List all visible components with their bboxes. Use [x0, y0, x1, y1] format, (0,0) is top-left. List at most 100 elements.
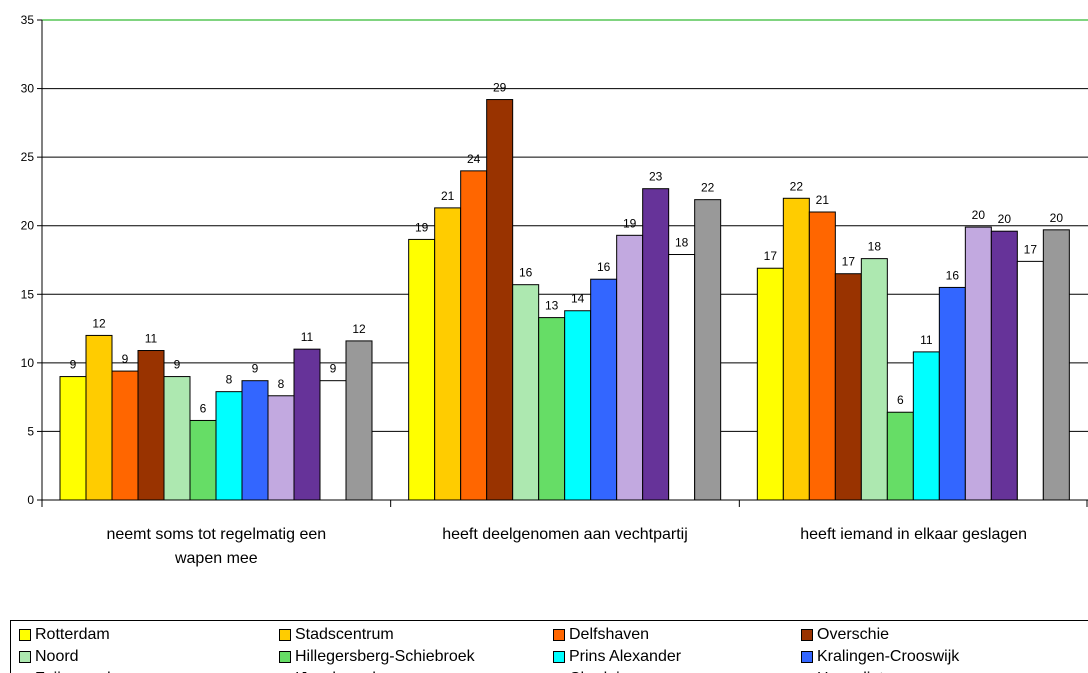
- bar: [1042, 229, 1070, 501]
- bar: [756, 267, 784, 501]
- legend-label: Feijenoord: [35, 670, 111, 673]
- data-label: 17: [1024, 242, 1038, 256]
- bar: [111, 370, 139, 501]
- data-label: 19: [623, 216, 637, 230]
- data-label: 21: [816, 193, 830, 207]
- category-label: heeft iemand in elkaar geslagen: [800, 526, 1027, 543]
- data-label: 17: [842, 255, 856, 269]
- axes: [37, 19, 1088, 507]
- data-label: 16: [946, 268, 960, 282]
- legend-item: Rotterdam: [19, 625, 110, 645]
- data-label: 12: [352, 322, 366, 336]
- y-tick-labels: 0 5 10 15 20 25 30 35: [21, 13, 35, 507]
- bar: [215, 391, 243, 501]
- data-label: 13: [545, 299, 559, 313]
- legend-label: Rotterdam: [35, 626, 110, 643]
- legend-label: Overschie: [817, 626, 890, 643]
- bar: [137, 350, 165, 501]
- legend-label: Stadscentrum: [295, 626, 394, 643]
- legend-item: Prins Alexander: [553, 647, 681, 667]
- legend-label: Kralingen-Crooswijk: [817, 648, 960, 665]
- bar-chart: 9 19 17 12 21 22 9 24 21 11 29 17 9 16 18 6 13 6 8 14 11 9 16 1…: [21, 13, 1088, 567]
- bar: [434, 207, 462, 501]
- data-label: 29: [493, 81, 507, 95]
- bar: [1016, 260, 1044, 501]
- data-label: 9: [70, 358, 77, 372]
- legend-swatch: [553, 629, 565, 641]
- bar: [834, 273, 862, 501]
- bar: [616, 234, 644, 501]
- y-tick-label: 10: [21, 356, 35, 370]
- data-label: 17: [764, 249, 778, 263]
- bar: [267, 395, 295, 501]
- legend-label: Noord: [35, 648, 79, 665]
- legend-item: Stadscentrum: [279, 625, 394, 645]
- data-label: 21: [441, 189, 455, 203]
- bar: [668, 254, 696, 501]
- gridlines: [42, 19, 1088, 432]
- legend-label: Prins Alexander: [569, 648, 682, 665]
- legend-item: Overschie: [801, 625, 889, 645]
- bar: [345, 340, 373, 501]
- data-label: 9: [174, 358, 181, 372]
- data-label: 8: [278, 377, 285, 391]
- legend-item: Kralingen-Crooswijk: [801, 647, 959, 667]
- legend-item: Charlois: [553, 669, 628, 673]
- legend-swatch: [279, 651, 291, 663]
- legend-item: Hillegersberg-Schiebroek: [279, 647, 475, 667]
- y-tick-label: 5: [27, 424, 34, 438]
- legend-swatch: [801, 629, 813, 641]
- bars: [59, 99, 1070, 501]
- legend-swatch: [279, 629, 291, 641]
- bar: [964, 226, 992, 501]
- data-label: 6: [200, 401, 207, 415]
- legend-swatch: [19, 651, 31, 663]
- y-tick-label: 15: [21, 287, 35, 301]
- bar: [782, 197, 810, 501]
- data-label: 20: [972, 208, 986, 222]
- data-label: 20: [1050, 211, 1064, 225]
- data-label: 24: [467, 152, 481, 166]
- data-label: 11: [145, 332, 158, 346]
- bar: [694, 199, 722, 501]
- legend-label: Hoogvliet: [817, 670, 884, 673]
- legend-item: IJsselmonde: [279, 669, 385, 673]
- bar: [886, 411, 914, 501]
- bar: [990, 230, 1018, 501]
- data-label: 14: [571, 292, 585, 306]
- data-label: 22: [701, 181, 715, 195]
- bar: [486, 99, 514, 501]
- y-tick-label: 25: [21, 150, 35, 164]
- category-labels: neemt soms tot regelmatig een wapen mee he…: [106, 526, 1027, 567]
- data-label: 11: [301, 330, 314, 344]
- data-label: 8: [226, 373, 233, 387]
- legend-swatch: [553, 651, 565, 663]
- y-tick-label: 0: [27, 493, 34, 507]
- legend-item: Hoogvliet: [801, 669, 884, 673]
- data-label: 9: [122, 352, 129, 366]
- legend-item: Noord: [19, 647, 79, 667]
- bar: [512, 284, 540, 501]
- bar: [293, 348, 321, 501]
- bar: [189, 419, 217, 501]
- category-label: heeft deelgenomen aan vechtpartij: [442, 526, 688, 543]
- bar: [860, 258, 888, 501]
- bar: [241, 380, 269, 501]
- data-label: 16: [597, 260, 611, 274]
- category-label: neemt soms tot regelmatig een wapen mee: [106, 526, 326, 567]
- legend-item: Feijenoord: [19, 669, 111, 673]
- data-label: 22: [790, 179, 804, 193]
- bar: [590, 278, 618, 501]
- data-label: 18: [868, 240, 882, 254]
- bar: [808, 211, 836, 501]
- data-label: 19: [415, 220, 429, 234]
- data-label: 6: [897, 393, 904, 407]
- legend-swatch: [801, 651, 813, 663]
- bar: [319, 380, 347, 501]
- data-label: 18: [675, 236, 689, 250]
- legend-label: Hillegersberg-Schiebroek: [295, 648, 475, 665]
- bar: [564, 310, 592, 501]
- bar: [85, 334, 113, 501]
- data-label: 9: [330, 362, 337, 376]
- data-label: 23: [649, 170, 663, 184]
